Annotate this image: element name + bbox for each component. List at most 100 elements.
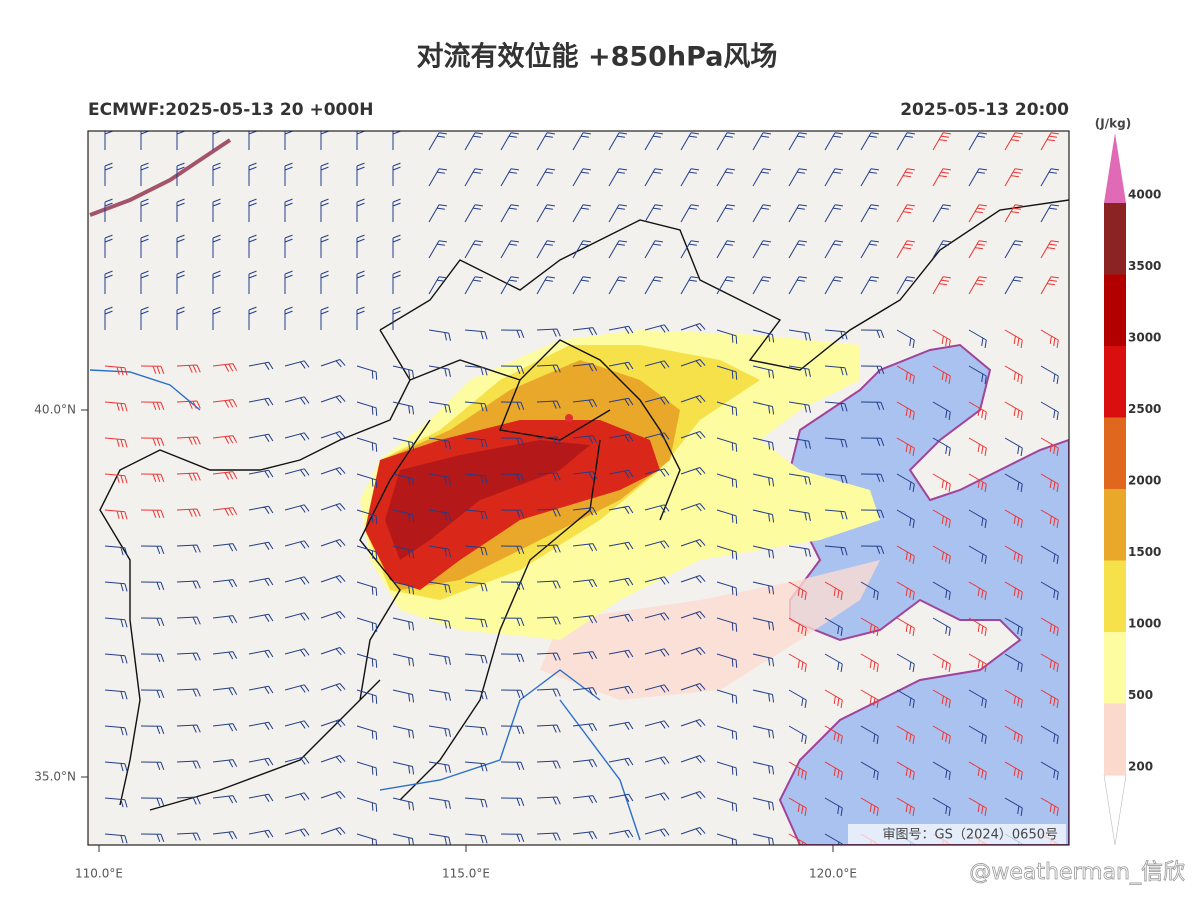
wind-barb (212, 363, 238, 372)
wind-barb (572, 759, 598, 768)
wind-barb (212, 471, 238, 480)
wind-barb (428, 473, 451, 486)
wind-barb (248, 198, 257, 222)
wind-barb (392, 689, 415, 703)
sea (778, 343, 1069, 845)
wind-barb (320, 270, 329, 294)
wind-barb (1040, 545, 1059, 564)
wind-barb (932, 509, 951, 528)
wind-barb (104, 162, 113, 186)
wind-barb (428, 168, 447, 187)
cape-area (540, 560, 880, 700)
wind-barb (860, 473, 885, 482)
border (99, 199, 1069, 811)
wind-barb (212, 759, 238, 768)
wind-barb (608, 433, 634, 442)
wind-barb (1040, 365, 1059, 384)
wind-barb (860, 581, 879, 600)
wind-barb (896, 132, 915, 151)
wind-barb (104, 617, 128, 628)
wind-barb (608, 829, 634, 838)
wind-barb (608, 240, 627, 259)
wind-barb (104, 545, 128, 556)
wind-barb (644, 540, 670, 549)
wind-barb (860, 204, 879, 223)
wind-barb (752, 240, 771, 259)
colorbar-label: 3500 (1128, 259, 1161, 273)
wind-barb (680, 395, 706, 404)
wind-barb (824, 653, 843, 672)
wind-barb (500, 401, 525, 410)
wind-barb (212, 615, 238, 624)
wind-barb (140, 581, 165, 590)
wind-barb (896, 725, 915, 744)
colorbar-label: 1500 (1128, 545, 1161, 559)
wind-barb (716, 617, 738, 632)
wind-barb (464, 401, 488, 412)
wind-barb (788, 725, 807, 744)
wind-barb (932, 276, 951, 295)
wind-barb (320, 395, 346, 404)
wind-barb (680, 204, 699, 223)
wind-barb (284, 468, 310, 477)
wind-barb (896, 329, 915, 348)
wind-barb (1004, 365, 1023, 384)
wind-barb (320, 431, 346, 440)
wind-barb (896, 761, 915, 780)
wind-barb (680, 647, 706, 656)
wind-barb (212, 579, 238, 588)
wind-barb (212, 234, 221, 258)
wind-barb (176, 580, 201, 589)
map (88, 131, 1069, 845)
wind-barb (500, 797, 525, 806)
wind-barb (176, 306, 185, 330)
lon-label: 120.0°E (809, 867, 857, 881)
wind-barb (824, 509, 848, 520)
wind-barb (356, 725, 378, 740)
wind-barb (1040, 401, 1059, 420)
wind-barb (968, 545, 987, 564)
wind-barb (464, 833, 488, 844)
wind-barb (104, 270, 113, 294)
wind-barb (392, 833, 414, 845)
wind-barb (680, 575, 706, 584)
wind-barb (248, 793, 274, 802)
wind-barb (176, 796, 201, 805)
wind-barb (536, 276, 555, 295)
wind-barb (248, 234, 257, 258)
wind-barb (752, 329, 775, 343)
wind-barb (644, 648, 670, 657)
wind-barb (644, 468, 670, 477)
wind-barb (716, 240, 735, 259)
border (89, 138, 232, 217)
wind-barb (284, 756, 310, 765)
wind-barb (752, 473, 775, 487)
wind-barb (320, 755, 346, 764)
wind-barb (140, 545, 165, 554)
wind-barb (1040, 240, 1059, 259)
cape-area (385, 440, 590, 560)
wind-barb (464, 689, 488, 700)
wind-barb (824, 797, 843, 816)
wind-barb (464, 365, 488, 376)
wind-barb (968, 437, 987, 456)
wind-barb (716, 833, 737, 845)
wind-barb (428, 276, 447, 295)
wind-barb (356, 581, 378, 596)
wind-barb (392, 306, 401, 330)
wind-barb (248, 397, 274, 406)
wind-barb (104, 401, 128, 412)
wind-barb (932, 653, 951, 672)
colorbar-extend (1103, 774, 1127, 846)
wind-barb (1004, 689, 1023, 708)
wind-barb (248, 577, 274, 586)
wind-barb (464, 329, 488, 340)
colorbar-unit: (J/kg) (1095, 117, 1131, 131)
wind-barb (320, 467, 346, 476)
wind-barb (752, 401, 775, 415)
wind-barb (356, 365, 378, 380)
wind-barb (464, 761, 488, 772)
wind-barb (860, 132, 879, 151)
wind-barb (140, 797, 165, 806)
wind-barb (716, 365, 738, 380)
